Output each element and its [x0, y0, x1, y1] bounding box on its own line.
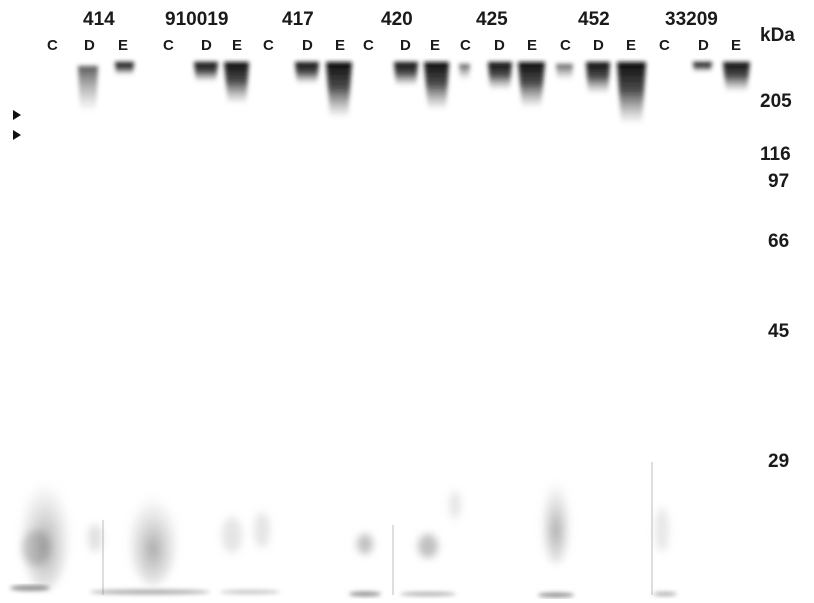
lane-label: C [263, 37, 275, 54]
lane-label: C [163, 37, 175, 54]
lane-label: E [335, 37, 346, 54]
lane-label: E [118, 37, 129, 54]
lane-label: E [626, 37, 637, 54]
arrowhead-marker-icon [13, 110, 21, 120]
lane-label: D [698, 37, 710, 54]
lane-label: C [363, 37, 375, 54]
strain-label-417: 417 [282, 9, 314, 30]
lane-label: D [302, 37, 314, 54]
mw-marker-label: 205 [760, 91, 792, 112]
lane-label: E [527, 37, 538, 54]
arrowhead-marker-icon [13, 130, 21, 140]
lane-label: D [201, 37, 213, 54]
lane-label: E [430, 37, 441, 54]
strain-label-414: 414 [83, 9, 115, 30]
lane-label: C [47, 37, 59, 54]
strain-label-420: 420 [381, 9, 413, 30]
lane-label: D [593, 37, 605, 54]
lane-label: D [84, 37, 96, 54]
mw-marker-label: 97 [768, 171, 790, 192]
strain-label-452: 452 [578, 9, 610, 30]
mw-marker-label: 116 [760, 144, 791, 165]
strain-label-425: 425 [476, 9, 508, 30]
lane-label: D [494, 37, 506, 54]
low-mw-smears [21, 480, 669, 590]
high-mw-bands [78, 62, 750, 124]
dye-front [10, 585, 677, 598]
lane-separators [102, 462, 653, 595]
strain-label-33209: 33209 [665, 9, 718, 30]
lane-label: D [400, 37, 412, 54]
lane-label: C [460, 37, 472, 54]
mw-marker-label: 29 [768, 451, 790, 472]
mw-marker-label: 45 [768, 321, 790, 342]
kda-unit-label: kDa [760, 25, 795, 46]
lane-label: C [659, 37, 671, 54]
lane-label: C [560, 37, 572, 54]
mw-marker-label: 66 [768, 231, 790, 252]
lane-label: E [232, 37, 243, 54]
strain-label-910019: 910019 [165, 9, 229, 30]
lane-label: E [731, 37, 742, 54]
